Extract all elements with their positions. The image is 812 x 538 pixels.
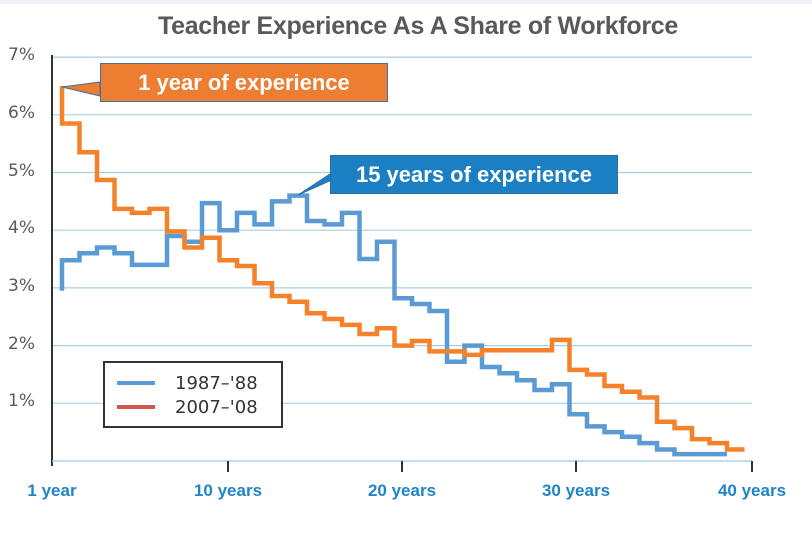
legend-swatch-blue: [117, 381, 155, 385]
x-axis-ticks: [227, 461, 753, 472]
y-tick-label: 2%: [8, 333, 35, 354]
x-tick-label: 30 years: [541, 481, 611, 500]
y-tick-label: 6%: [8, 102, 35, 123]
x-tick-label: 40 years: [717, 481, 787, 500]
gridlines: [52, 56, 752, 404]
x-tick-label: 1 year: [27, 481, 77, 500]
legend-item-2007-08: 2007–'08: [117, 396, 258, 418]
y-tick-label: 7%: [8, 45, 35, 66]
chart-title: Teacher Experience As A Share of Workfor…: [157, 12, 678, 40]
legend-item-1987-88: 1987–'88: [117, 372, 258, 394]
top-band: [0, 0, 812, 4]
annotation-1-year-text: 1 year of experience: [138, 69, 350, 95]
y-tick-label: 5%: [8, 160, 35, 181]
y-tick-label: 4%: [8, 218, 35, 239]
annotation-15-years-text: 15 years of experience: [355, 161, 593, 187]
series-line-1987-88: [59, 193, 727, 457]
legend-label: 1987–'88: [175, 372, 258, 394]
callout-pointer-orange: [61, 81, 101, 97]
annotation-15-years: 15 years of experience: [330, 155, 618, 194]
series-line-2007-08: [59, 85, 745, 452]
y-tick-label: 1%: [8, 391, 35, 412]
y-tick-label: 3%: [8, 275, 35, 296]
legend-label: 2007–'08: [175, 396, 258, 418]
x-tick-label: 10 years: [193, 481, 263, 500]
x-tick-label: 20 years: [367, 481, 437, 500]
annotation-1-year: 1 year of experience: [100, 63, 388, 102]
legend: 1987–'88 2007–'08: [103, 361, 283, 428]
legend-swatch-red: [117, 405, 155, 409]
